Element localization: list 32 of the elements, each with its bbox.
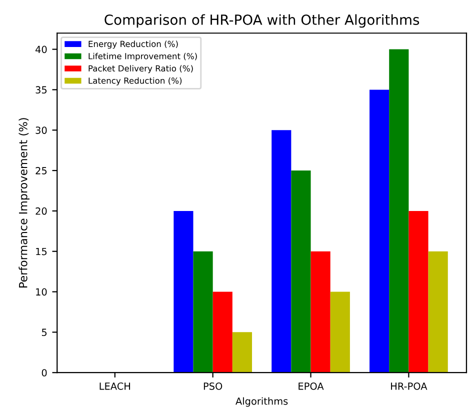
bar bbox=[212, 292, 232, 373]
bar bbox=[291, 170, 311, 373]
y-tick-label: 20 bbox=[36, 207, 47, 215]
bar bbox=[193, 251, 213, 373]
bar bbox=[174, 210, 194, 373]
x-tick-label: LEACH bbox=[100, 382, 130, 390]
x-axis-title: Algorithms bbox=[236, 397, 288, 407]
y-tick-label: 15 bbox=[36, 248, 47, 256]
chart-title: Comparison of HR-POA with Other Algorithms bbox=[104, 14, 420, 28]
y-tick-label: 35 bbox=[36, 86, 47, 94]
x-tick-label: HR-POA bbox=[391, 382, 428, 390]
y-tick-label: 0 bbox=[42, 369, 47, 376]
bar bbox=[389, 49, 409, 373]
y-tick-label: 25 bbox=[36, 167, 47, 174]
bar bbox=[330, 292, 350, 373]
bar bbox=[272, 130, 292, 373]
bar bbox=[408, 210, 428, 373]
y-tick-label: 40 bbox=[36, 46, 47, 54]
y-tick-label: 10 bbox=[36, 288, 47, 296]
legend-label: Packet Delivery Ratio (%) bbox=[88, 65, 193, 74]
y-tick-label: 5 bbox=[42, 328, 47, 336]
bar bbox=[310, 251, 330, 373]
bar bbox=[428, 251, 448, 373]
x-tick-label: EPOA bbox=[298, 382, 324, 390]
legend-label: Latency Reduction (%) bbox=[88, 77, 182, 86]
legend-label: Energy Reduction (%) bbox=[88, 40, 178, 49]
y-axis-title: Performance Improvement (%) bbox=[18, 118, 30, 288]
x-tick-label: PSO bbox=[204, 382, 222, 390]
legend-label: Lifetime Improvement (%) bbox=[88, 52, 197, 61]
bar bbox=[232, 332, 252, 373]
y-tick-label: 30 bbox=[36, 126, 47, 134]
bar bbox=[370, 90, 390, 373]
